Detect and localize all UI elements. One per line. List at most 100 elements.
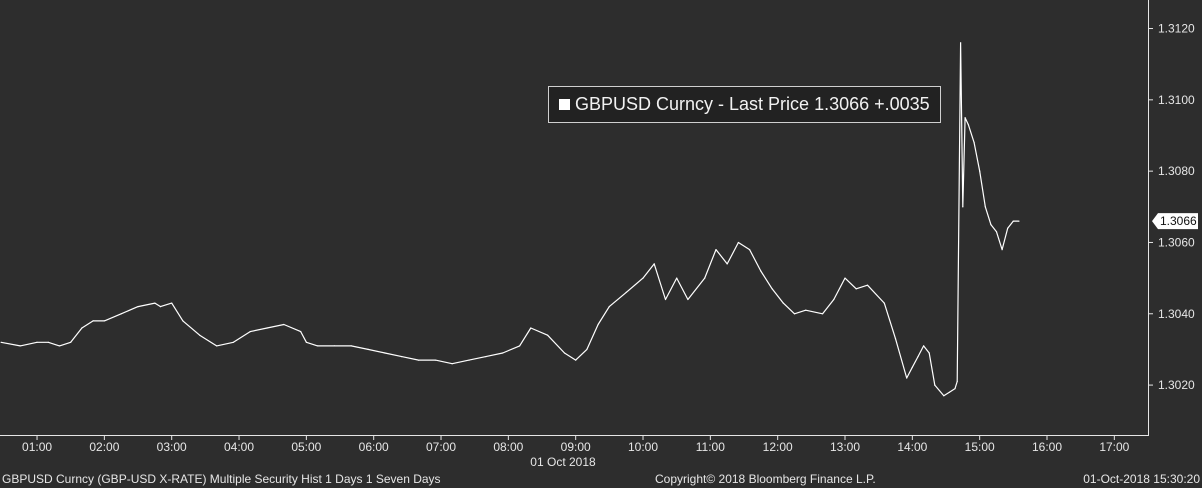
data-point [36,341,38,343]
x-tick-label: 11:00 [696,440,725,454]
x-tick-label: 15:00 [965,440,995,454]
data-point [793,313,796,315]
data-point [519,345,521,347]
data-point [171,302,173,304]
x-tick-label: 09:00 [561,440,591,454]
x-tick-label: 10:00 [628,440,658,454]
data-point [199,334,201,336]
data-point [563,352,566,354]
series-legend: GBPUSD Curncy - Last Price 1.3066 +.0035 [548,86,941,123]
y-tick-label: 1.3060 [1158,235,1195,249]
x-tick-label: 12:00 [763,440,793,454]
data-point [956,380,958,383]
y-tick-label: 1.3120 [1158,22,1195,36]
x-tick-label: 05:00 [291,440,321,454]
data-point [1001,249,1003,251]
data-point [120,313,122,315]
x-tick-label: 13:00 [830,440,860,454]
data-point [249,331,251,333]
data-point [232,341,234,343]
data-point [367,348,369,350]
data-point [715,249,717,251]
data-point [586,348,588,350]
x-tick-label: 07:00 [426,440,456,454]
data-point [990,224,992,226]
data-point [468,359,470,361]
x-tick-label: 04:00 [224,440,254,454]
data-point [833,298,835,301]
x-axis-ticks: 01:00 02:00 03:00 04:00 05:00 06:00 07:00 08:00… [22,435,1130,454]
data-point [300,331,302,333]
y-tick-label: 1.3020 [1158,378,1195,392]
data-point [960,42,962,44]
data-point [984,206,986,208]
footer-security-info: GBPUSD Curncy (GBP-USD X-RATE) Multiple … [2,472,441,486]
y-tick-label: 1.3080 [1158,164,1195,178]
x-tick-label: 08:00 [493,440,523,454]
x-tick-label: 16:00 [1032,440,1062,454]
data-point [911,366,913,368]
data-point [687,298,689,301]
data-point [92,320,94,322]
x-tick-label: 01:00 [22,440,52,454]
footer-copyright: Copyright© 2018 Bloomberg Finance L.P. [655,472,876,486]
data-point [485,356,487,358]
y-axis-ticks: 1.3020 1.3040 1.3060 1.3080 1.3100 1.3120 [1148,22,1195,392]
data-point [964,117,966,119]
data-point [866,284,869,286]
data-point [894,338,897,340]
data-point [401,356,403,358]
data-point [664,298,667,301]
data-point [47,341,49,343]
data-point [749,249,751,251]
data-point [943,395,945,397]
data-point [283,323,285,326]
data-point [305,341,307,343]
data-point [350,345,352,347]
x-tick-label: 02:00 [89,440,119,454]
data-point [979,170,981,172]
legend-swatch [559,99,570,110]
data-point [962,206,964,208]
data-point [954,388,956,390]
data-point [547,334,549,336]
data-point [737,241,740,244]
chart-footer: GBPUSD Curncy (GBP-USD X-RATE) Multiple … [0,470,1202,488]
data-point [70,341,72,343]
data-point [676,277,678,279]
data-point [928,352,930,354]
data-point [704,277,706,279]
data-point [923,345,925,347]
data-point [760,270,762,272]
last-price-tag: 1.3066 [1152,213,1198,230]
data-point [1018,220,1020,222]
data-point [844,277,846,279]
data-point [855,288,857,290]
data-point [782,302,784,304]
data-point [948,391,951,393]
y-tick-label: 1.3100 [1158,93,1195,107]
data-point [434,359,436,361]
price-chart: 1.3020 1.3040 1.3060 1.3080 1.3100 1.3120 01:… [0,0,1198,469]
data-point [642,277,644,279]
data-point [1007,227,1009,229]
data-point [906,377,908,379]
plot-frame [0,0,1149,436]
x-tick-label: 03:00 [157,440,187,454]
data-point [726,263,728,265]
data-point [771,288,773,290]
data-point [333,345,335,347]
data-point [530,327,532,329]
last-price-tag-shape [1152,213,1198,230]
data-point [822,313,824,315]
data-point [418,359,420,361]
data-point [384,352,386,354]
data-point [967,124,970,126]
series-group [0,42,1020,397]
data-point [653,263,655,265]
data-point [502,352,504,354]
data-point [137,306,139,308]
data-point [216,345,218,347]
legend-series-label: GBPUSD Curncy - Last Price 1.3066 +.0035 [575,94,930,114]
x-tick-label: 14:00 [897,440,927,454]
